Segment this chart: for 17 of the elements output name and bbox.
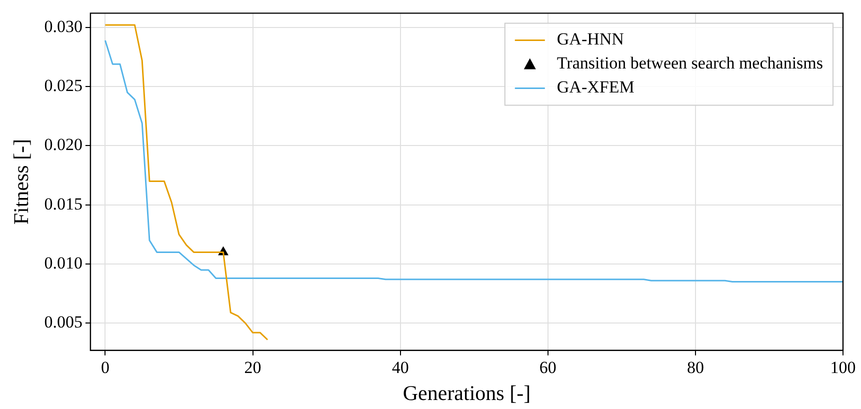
x-axis-title: Generations [-] [402, 380, 531, 405]
y-tick-label: 0.010 [44, 254, 82, 272]
x-tick-label: 20 [244, 358, 262, 378]
y-tick-label: 0.020 [44, 135, 82, 154]
legend-label: GA-HNN [556, 30, 624, 49]
x-tick-label: 40 [392, 358, 409, 378]
legend-label: Transition between search mechanisms [556, 54, 824, 73]
y-tick-label: 0.030 [44, 16, 82, 36]
y-tick-label: 0.025 [44, 76, 82, 96]
legend-label: GA-XFEM [556, 78, 634, 97]
x-tick-label: 0 [100, 358, 110, 378]
x-tick-label: 80 [686, 358, 704, 378]
x-tick-label: 100 [830, 358, 856, 378]
y-axis-title: Fitness [-] [9, 138, 34, 225]
x-tick-label: 60 [539, 358, 556, 378]
y-tick-label: 0.005 [44, 312, 82, 332]
y-tick-label: 0.015 [44, 194, 82, 214]
